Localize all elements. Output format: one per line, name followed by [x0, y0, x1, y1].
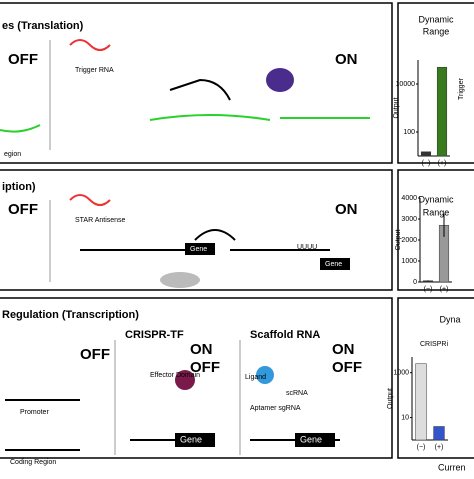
- label: UUUU: [297, 244, 317, 251]
- side-label: CRISPRi: [420, 341, 448, 348]
- y-axis-title: Output: [387, 388, 394, 409]
- bar: [420, 151, 432, 157]
- label: ON: [332, 341, 355, 358]
- side-title: Dynamic: [418, 194, 454, 204]
- label: ON: [190, 341, 213, 358]
- y-tick-label: 0: [413, 279, 417, 286]
- y-tick-label: 1000: [393, 370, 409, 377]
- footer: Curren: [438, 462, 466, 472]
- dividers: [49, 40, 241, 455]
- label: scRNA: [286, 390, 308, 397]
- label: Coding Region: [10, 459, 56, 466]
- label: Gene: [180, 434, 202, 444]
- side-label: Trigger: [458, 77, 465, 100]
- label: Effector Domain: [150, 372, 200, 379]
- bar: [415, 363, 427, 441]
- x-tick-label: (+): [440, 286, 449, 293]
- label: egion: [4, 151, 21, 158]
- schematics: [0, 39, 370, 451]
- label: Aptamer sgRNA: [250, 405, 301, 412]
- label: Gene: [300, 434, 322, 444]
- label: Trigger RNA: [75, 67, 114, 74]
- label: OFF: [80, 346, 110, 363]
- x-tick-label: (−): [422, 160, 431, 167]
- panel-title: Regulation (Transcription): [2, 309, 139, 321]
- label: ON: [335, 201, 358, 218]
- x-tick-label: (−): [417, 444, 426, 451]
- side-title: Range: [423, 207, 450, 217]
- panel-frames: [0, 2, 474, 459]
- y-axis-title: Output: [395, 229, 402, 250]
- side-title: Range: [423, 26, 450, 36]
- label: OFF: [332, 359, 362, 376]
- panel-title: es (Translation): [2, 20, 84, 32]
- y-tick-label: 2000: [401, 237, 417, 244]
- subtitle: CRISPR-TF: [125, 329, 184, 341]
- side-title: Dynamic: [418, 14, 454, 24]
- label: Ligand: [245, 374, 266, 381]
- y-tick-label: 1000: [401, 258, 417, 265]
- panel-title: iption): [2, 181, 36, 193]
- y-tick-label: 10000: [396, 81, 416, 88]
- x-tick-label: (+): [438, 160, 447, 167]
- subtitle: Scaffold RNA: [250, 329, 320, 341]
- y-axis-title: Output: [393, 97, 400, 118]
- label: Gene: [190, 246, 207, 253]
- y-tick-label: 10: [401, 414, 409, 421]
- x-tick-label: (+): [435, 444, 444, 451]
- x-tick-label: (−): [424, 286, 433, 293]
- label: OFF: [190, 359, 220, 376]
- label: OFF: [8, 51, 38, 68]
- y-tick-label: 100: [403, 129, 415, 136]
- y-tick-label: 4000: [401, 195, 417, 202]
- label: STAR Antisense: [75, 217, 126, 224]
- bar: [436, 66, 448, 157]
- label: ON: [335, 51, 358, 68]
- label: Gene: [325, 261, 342, 268]
- side-title: Dyna: [439, 314, 460, 324]
- label: OFF: [8, 201, 38, 218]
- y-tick-label: 3000: [401, 216, 417, 223]
- label: Promoter: [20, 409, 49, 416]
- bar: [433, 426, 445, 441]
